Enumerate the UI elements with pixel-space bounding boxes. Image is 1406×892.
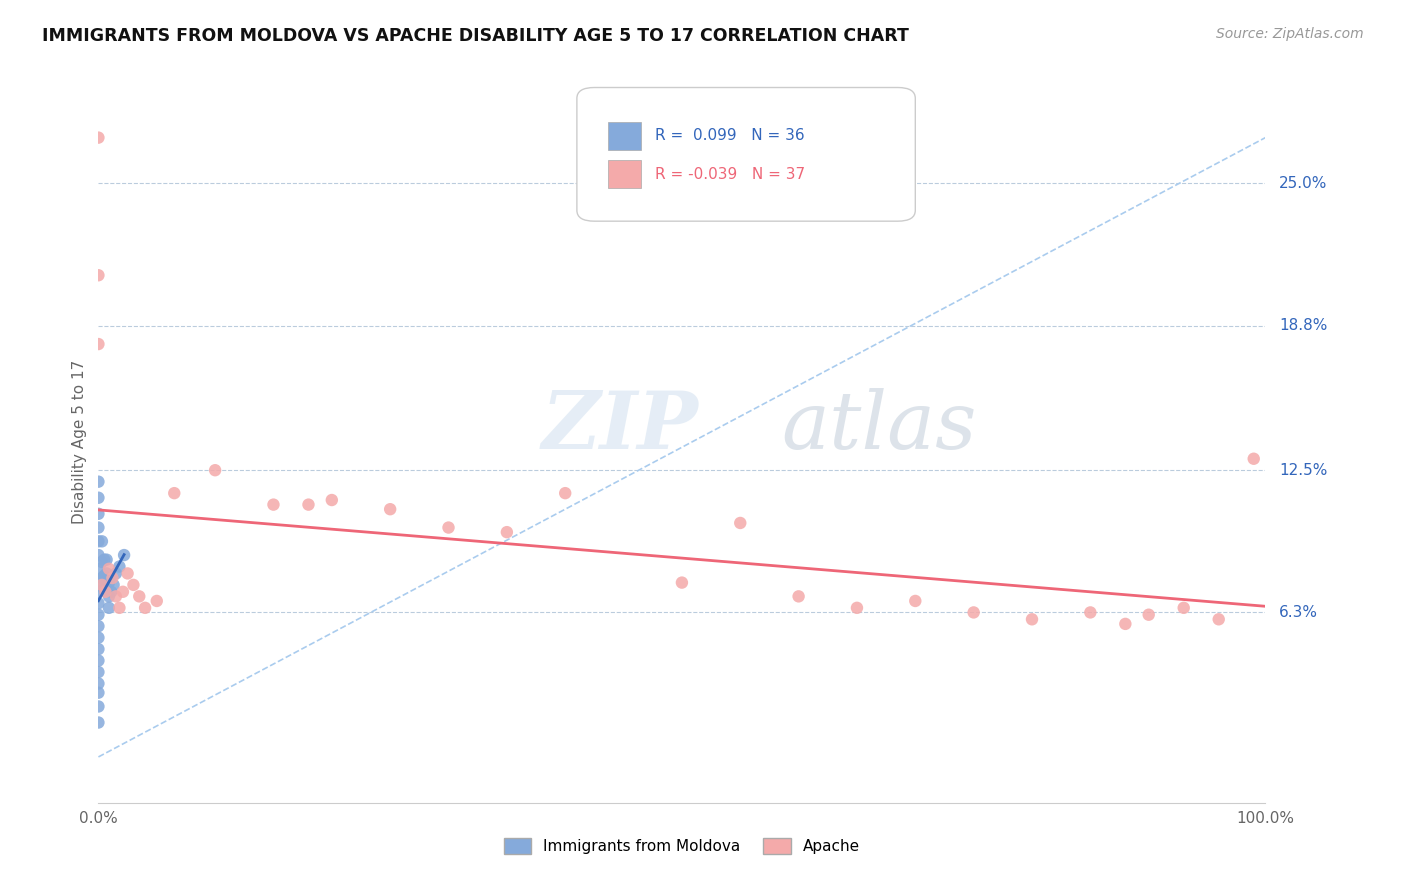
Point [87, 548, 110, 562]
Text: ZIP: ZIP [541, 388, 699, 466]
Point [94, 584, 117, 599]
Point [103, 578, 125, 592]
Legend: Immigrants from Moldova, Apache: Immigrants from Moldova, Apache [498, 832, 866, 860]
Point [87, 507, 110, 521]
Point [87, 607, 110, 622]
Text: R =  0.099   N = 36: R = 0.099 N = 36 [655, 128, 804, 144]
Point [93, 552, 115, 566]
Point [846, 600, 869, 615]
Point [87, 686, 110, 700]
Point [122, 578, 145, 592]
Point [96, 552, 118, 566]
Point [111, 584, 134, 599]
Point [90, 555, 112, 569]
Point [1243, 451, 1265, 466]
Point [87, 631, 110, 645]
Point [787, 590, 810, 604]
Point [87, 715, 110, 730]
Point [108, 600, 131, 615]
Point [93, 568, 115, 582]
Point [90, 571, 112, 585]
Point [104, 590, 127, 604]
Point [87, 337, 110, 351]
Point [134, 600, 156, 615]
Point [87, 562, 110, 576]
Point [146, 594, 169, 608]
Point [1173, 600, 1195, 615]
Point [262, 498, 284, 512]
Point [87, 642, 110, 657]
Point [108, 559, 131, 574]
Point [1021, 612, 1043, 626]
Point [97, 600, 120, 615]
Point [87, 491, 110, 505]
Point [1114, 616, 1136, 631]
Point [671, 575, 693, 590]
Point [87, 574, 110, 588]
Text: 6.3%: 6.3% [1279, 605, 1319, 620]
Point [87, 699, 110, 714]
Point [87, 475, 110, 489]
Point [437, 520, 460, 534]
Point [87, 596, 110, 610]
Point [297, 498, 319, 512]
Point [87, 584, 110, 599]
Point [87, 665, 110, 679]
FancyBboxPatch shape [609, 161, 641, 188]
Point [87, 130, 110, 145]
Point [112, 548, 135, 562]
Text: IMMIGRANTS FROM MOLDOVA VS APACHE DISABILITY AGE 5 TO 17 CORRELATION CHART: IMMIGRANTS FROM MOLDOVA VS APACHE DISABI… [42, 27, 910, 45]
Point [128, 590, 150, 604]
Point [96, 566, 118, 581]
Point [380, 502, 402, 516]
Point [87, 534, 110, 549]
Point [904, 594, 927, 608]
Point [87, 676, 110, 690]
Point [101, 571, 124, 585]
FancyBboxPatch shape [576, 87, 915, 221]
Point [100, 584, 122, 599]
Point [90, 534, 112, 549]
Point [163, 486, 186, 500]
Point [117, 566, 139, 581]
Point [97, 590, 120, 604]
Point [1080, 606, 1102, 620]
Point [204, 463, 226, 477]
Point [93, 582, 115, 597]
Point [97, 562, 120, 576]
Text: 18.8%: 18.8% [1279, 318, 1327, 334]
Text: 25.0%: 25.0% [1279, 176, 1327, 191]
FancyBboxPatch shape [609, 122, 641, 150]
Point [90, 578, 112, 592]
Point [730, 516, 752, 530]
Point [1137, 607, 1160, 622]
Point [554, 486, 576, 500]
Text: R = -0.039   N = 37: R = -0.039 N = 37 [655, 167, 806, 182]
Text: Source: ZipAtlas.com: Source: ZipAtlas.com [1216, 27, 1364, 41]
Point [104, 566, 127, 581]
Point [97, 575, 120, 590]
Point [87, 520, 110, 534]
Point [87, 268, 110, 283]
Point [321, 493, 343, 508]
Point [1208, 612, 1230, 626]
Point [962, 606, 984, 620]
Text: atlas: atlas [782, 388, 977, 466]
Text: 12.5%: 12.5% [1279, 463, 1327, 478]
Point [496, 525, 519, 540]
Point [87, 654, 110, 668]
Y-axis label: Disability Age 5 to 17: Disability Age 5 to 17 [72, 359, 87, 524]
Point [87, 619, 110, 633]
